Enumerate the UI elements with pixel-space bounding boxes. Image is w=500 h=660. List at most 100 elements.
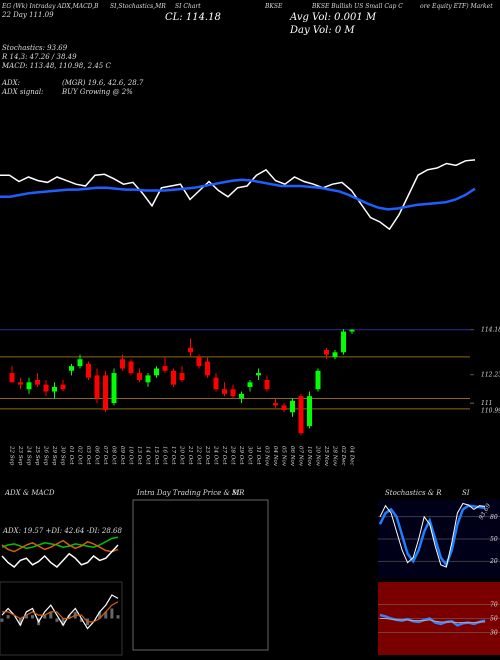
x-tick-label: 01 Oct <box>68 446 74 465</box>
x-tick-label: 31 Oct <box>255 446 261 465</box>
label: 70 <box>490 602 498 609</box>
x-tick-label: 26 Sep <box>43 445 49 466</box>
line <box>0 178 476 211</box>
x-tick-label: 21 Oct <box>187 445 193 465</box>
histogram-bar <box>79 618 83 622</box>
x-tick-label: 10 Nov <box>306 446 312 467</box>
label: Avg Vol: 0.001 M <box>289 12 377 23</box>
x-tick-label: 20 Oct <box>179 445 185 465</box>
candle-body <box>205 361 210 376</box>
x-tick-label: 07 Nov <box>298 446 304 467</box>
x-tick-label: 02 Oct <box>77 446 83 465</box>
x-tick-label: 30 Oct <box>247 446 253 465</box>
candle-body <box>281 405 287 410</box>
x-tick-label: 22 Oct <box>196 445 202 465</box>
histogram-bar <box>116 615 120 619</box>
label: Stochastics & R <box>385 489 442 497</box>
candle-body <box>103 375 108 410</box>
candle-body <box>332 352 338 357</box>
candle-body <box>290 400 295 413</box>
line <box>0 159 476 231</box>
candle-body <box>18 382 23 385</box>
label: SI <box>232 489 240 497</box>
label: Intra Day Trading Price & MR <box>136 489 245 497</box>
candle-body <box>145 375 151 383</box>
candle-body <box>349 329 355 332</box>
candle-body <box>162 366 168 371</box>
candle-body <box>188 347 193 353</box>
candle-body <box>26 382 32 390</box>
x-tick-label: 24 Oct <box>213 445 219 465</box>
x-tick-label: 17 Oct <box>170 446 176 465</box>
candle-body <box>171 370 176 385</box>
line <box>380 618 485 624</box>
intraday-box <box>132 499 269 651</box>
histogram-bar <box>31 615 35 619</box>
x-tick-label: 06 Nov <box>289 446 295 467</box>
histogram-bar <box>98 611 102 619</box>
x-tick-label: 30 Sep <box>60 446 66 466</box>
label: ADX & MACD <box>4 489 55 497</box>
x-tick-label: 06 Oct <box>94 446 100 465</box>
candle-body <box>341 331 346 353</box>
candle-body <box>179 373 185 380</box>
line <box>1 539 119 553</box>
candle-body <box>69 366 74 371</box>
label: SI Chart <box>175 3 201 10</box>
label: MACD: 113.48, 110.98, 2.45 C <box>1 62 111 70</box>
candle-body <box>324 350 329 355</box>
candle-body <box>307 396 312 427</box>
candle-body <box>315 370 321 390</box>
line <box>1 536 119 550</box>
x-tick-label: 27 Oct <box>221 445 227 465</box>
candle-body <box>213 377 219 390</box>
candle-body <box>247 382 253 387</box>
x-tick-label: 04 Dec <box>349 446 355 466</box>
candle-body <box>60 384 66 390</box>
candle-body <box>128 361 134 374</box>
label: 50 <box>490 616 498 623</box>
x-tick-label: 04 Nov <box>272 446 278 467</box>
candle-body <box>154 368 159 376</box>
x-tick-label: 20 Nov <box>315 445 321 467</box>
label: SI <box>462 489 470 497</box>
candle-body <box>137 373 142 380</box>
x-tick-label: 22 Sep <box>9 445 15 466</box>
candle-body <box>256 373 261 376</box>
x-tick-label: 14 Oct <box>145 446 151 465</box>
histogram-bar <box>43 615 47 619</box>
label: Stochastics: 93.69 <box>2 44 68 52</box>
histogram-bar <box>18 618 22 626</box>
histogram-bar <box>49 611 53 619</box>
label: BKSE <box>264 3 283 10</box>
candle-body <box>264 380 270 390</box>
label: 110.99 <box>481 407 500 414</box>
candle-body <box>94 375 100 399</box>
line <box>1 594 119 630</box>
x-tick-label: 08 Oct <box>111 446 117 465</box>
histogram-bar <box>6 615 10 619</box>
x-tick-label: 29 Sep <box>51 445 57 466</box>
label: 114.18 <box>481 327 500 334</box>
histogram-bar <box>0 618 4 622</box>
x-tick-label: 05 Nov <box>281 446 287 467</box>
label: SI,Stochastics,MR <box>110 3 166 10</box>
label: BUY Growing @ 2% <box>61 88 133 96</box>
candle-body <box>222 389 227 394</box>
line <box>379 502 486 568</box>
label: ADX: <box>1 79 20 87</box>
histogram-bar <box>104 611 108 619</box>
candle-body <box>239 393 244 399</box>
x-tick-label: 29 Oct <box>238 445 244 465</box>
x-tick-label: 07 Oct <box>102 446 108 465</box>
histogram-bar <box>110 608 114 619</box>
histogram-bar <box>55 618 59 622</box>
line <box>378 504 486 568</box>
candle-body <box>86 363 91 378</box>
x-tick-label: 09 Oct <box>119 446 125 465</box>
x-tick-label: 25 Nov <box>323 445 329 467</box>
label: (MGR) 19.6, 42.6, 28.7 <box>62 79 144 87</box>
label: ADX: 19.57 +DI: 42.64 -DI: 28.68 <box>2 527 123 535</box>
x-tick-label: 28 Oct <box>230 445 236 465</box>
